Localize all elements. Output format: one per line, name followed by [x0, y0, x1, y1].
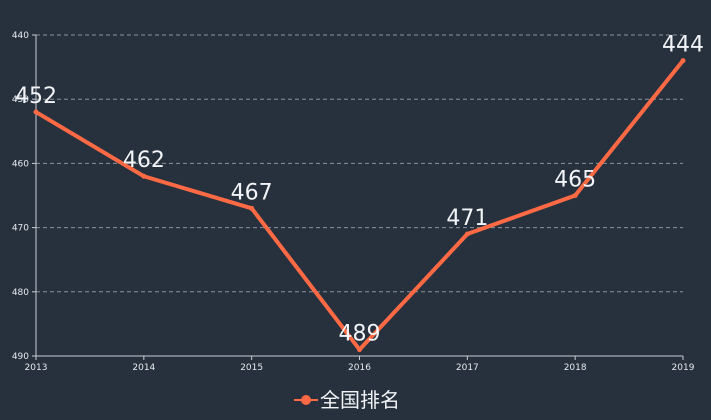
- x-tick-label: 2015: [240, 363, 263, 373]
- data-label: 452: [15, 84, 57, 109]
- y-tick-label: 440: [12, 31, 29, 41]
- data-point: [357, 347, 362, 353]
- x-tick-label: 2016: [348, 363, 371, 373]
- data-point: [680, 58, 686, 64]
- y-tick-label: 450: [12, 95, 29, 105]
- y-axis: 440 450 460 470 480 490: [12, 31, 37, 362]
- data-point: [572, 193, 578, 198]
- data-label: 444: [662, 33, 704, 58]
- y-tick-label: 460: [12, 159, 29, 169]
- x-tick-label: 2019: [672, 363, 695, 373]
- legend-label[interactable]: 全国排名: [320, 388, 400, 412]
- y-tick-label: 470: [12, 224, 29, 234]
- series-line-group: [33, 58, 686, 353]
- data-label: 465: [554, 168, 596, 193]
- data-label: 471: [446, 206, 488, 231]
- data-point: [33, 109, 39, 115]
- data-labels: 452 462 467 489 471 465 444: [15, 33, 704, 347]
- data-point: [141, 173, 147, 179]
- data-point: [464, 231, 470, 237]
- legend[interactable]: 全国排名: [294, 388, 400, 412]
- x-axis: 2013 2014 2015 2016 2017 2018 2019: [25, 355, 695, 373]
- data-label: 467: [231, 180, 273, 205]
- data-point: [249, 205, 255, 211]
- series-line: [34, 58, 685, 352]
- y-tick-label: 490: [12, 352, 29, 362]
- data-label: 489: [339, 322, 381, 347]
- data-label: 462: [123, 148, 165, 173]
- x-tick-label: 2017: [456, 363, 479, 373]
- y-tick-label: 480: [12, 288, 29, 298]
- legend-marker-icon: [301, 395, 311, 405]
- x-tick-label: 2014: [132, 363, 155, 373]
- x-tick-label: 2018: [564, 363, 587, 373]
- y-grid: [36, 34, 683, 293]
- x-tick-label: 2013: [25, 363, 48, 373]
